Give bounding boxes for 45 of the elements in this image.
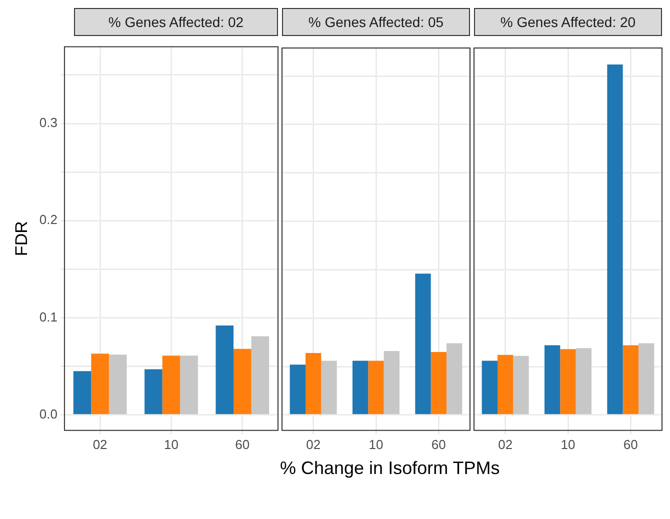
- bar: [638, 343, 654, 414]
- y-tick-label: 0.2: [39, 212, 58, 228]
- x-tick-label: 10: [560, 436, 576, 452]
- bar: [430, 352, 446, 414]
- bar: [560, 349, 576, 414]
- x-tick-label: 02: [92, 436, 108, 452]
- bar: [498, 354, 514, 414]
- y-tick-label: 0.1: [39, 309, 58, 324]
- x-tick-label: 02: [498, 436, 513, 452]
- bar: [234, 348, 252, 414]
- bar: [73, 371, 92, 414]
- x-tick-label: 10: [368, 436, 384, 452]
- bar: [144, 369, 162, 414]
- bar: [544, 345, 560, 414]
- x-tick-label: 60: [623, 436, 638, 452]
- bar: [251, 336, 270, 414]
- bar: [290, 364, 306, 414]
- bar: [513, 356, 529, 414]
- bar: [216, 326, 234, 414]
- chart-title: % Genes Affected: 20: [474, 8, 662, 36]
- x-tick-label: 02: [306, 436, 321, 452]
- bar: [384, 351, 400, 414]
- bar: [306, 352, 322, 414]
- chart-title: % Genes Affected: 05: [282, 8, 470, 36]
- y-tick-label: 0.3: [39, 115, 58, 130]
- y-axis-title: FDR: [12, 221, 31, 256]
- x-tick-label: 60: [235, 436, 250, 452]
- bar: [162, 356, 180, 414]
- bar: [482, 360, 498, 414]
- x-axis-title: % Change in Isoform TPMs: [280, 458, 500, 479]
- x-tick-label: 60: [431, 436, 446, 452]
- bar: [415, 274, 431, 414]
- bar: [576, 348, 592, 414]
- bar: [91, 354, 109, 414]
- bar: [108, 354, 127, 414]
- bar: [352, 360, 368, 414]
- bar: [622, 345, 638, 414]
- chart-title: % Genes Affected: 02: [74, 8, 278, 36]
- y-tick-label: 0.0: [39, 406, 58, 422]
- bar: [368, 360, 384, 414]
- bar: [180, 356, 198, 414]
- bar: [321, 360, 337, 414]
- x-tick-label: 10: [164, 436, 178, 452]
- bar: [446, 343, 462, 414]
- bar: [607, 64, 623, 414]
